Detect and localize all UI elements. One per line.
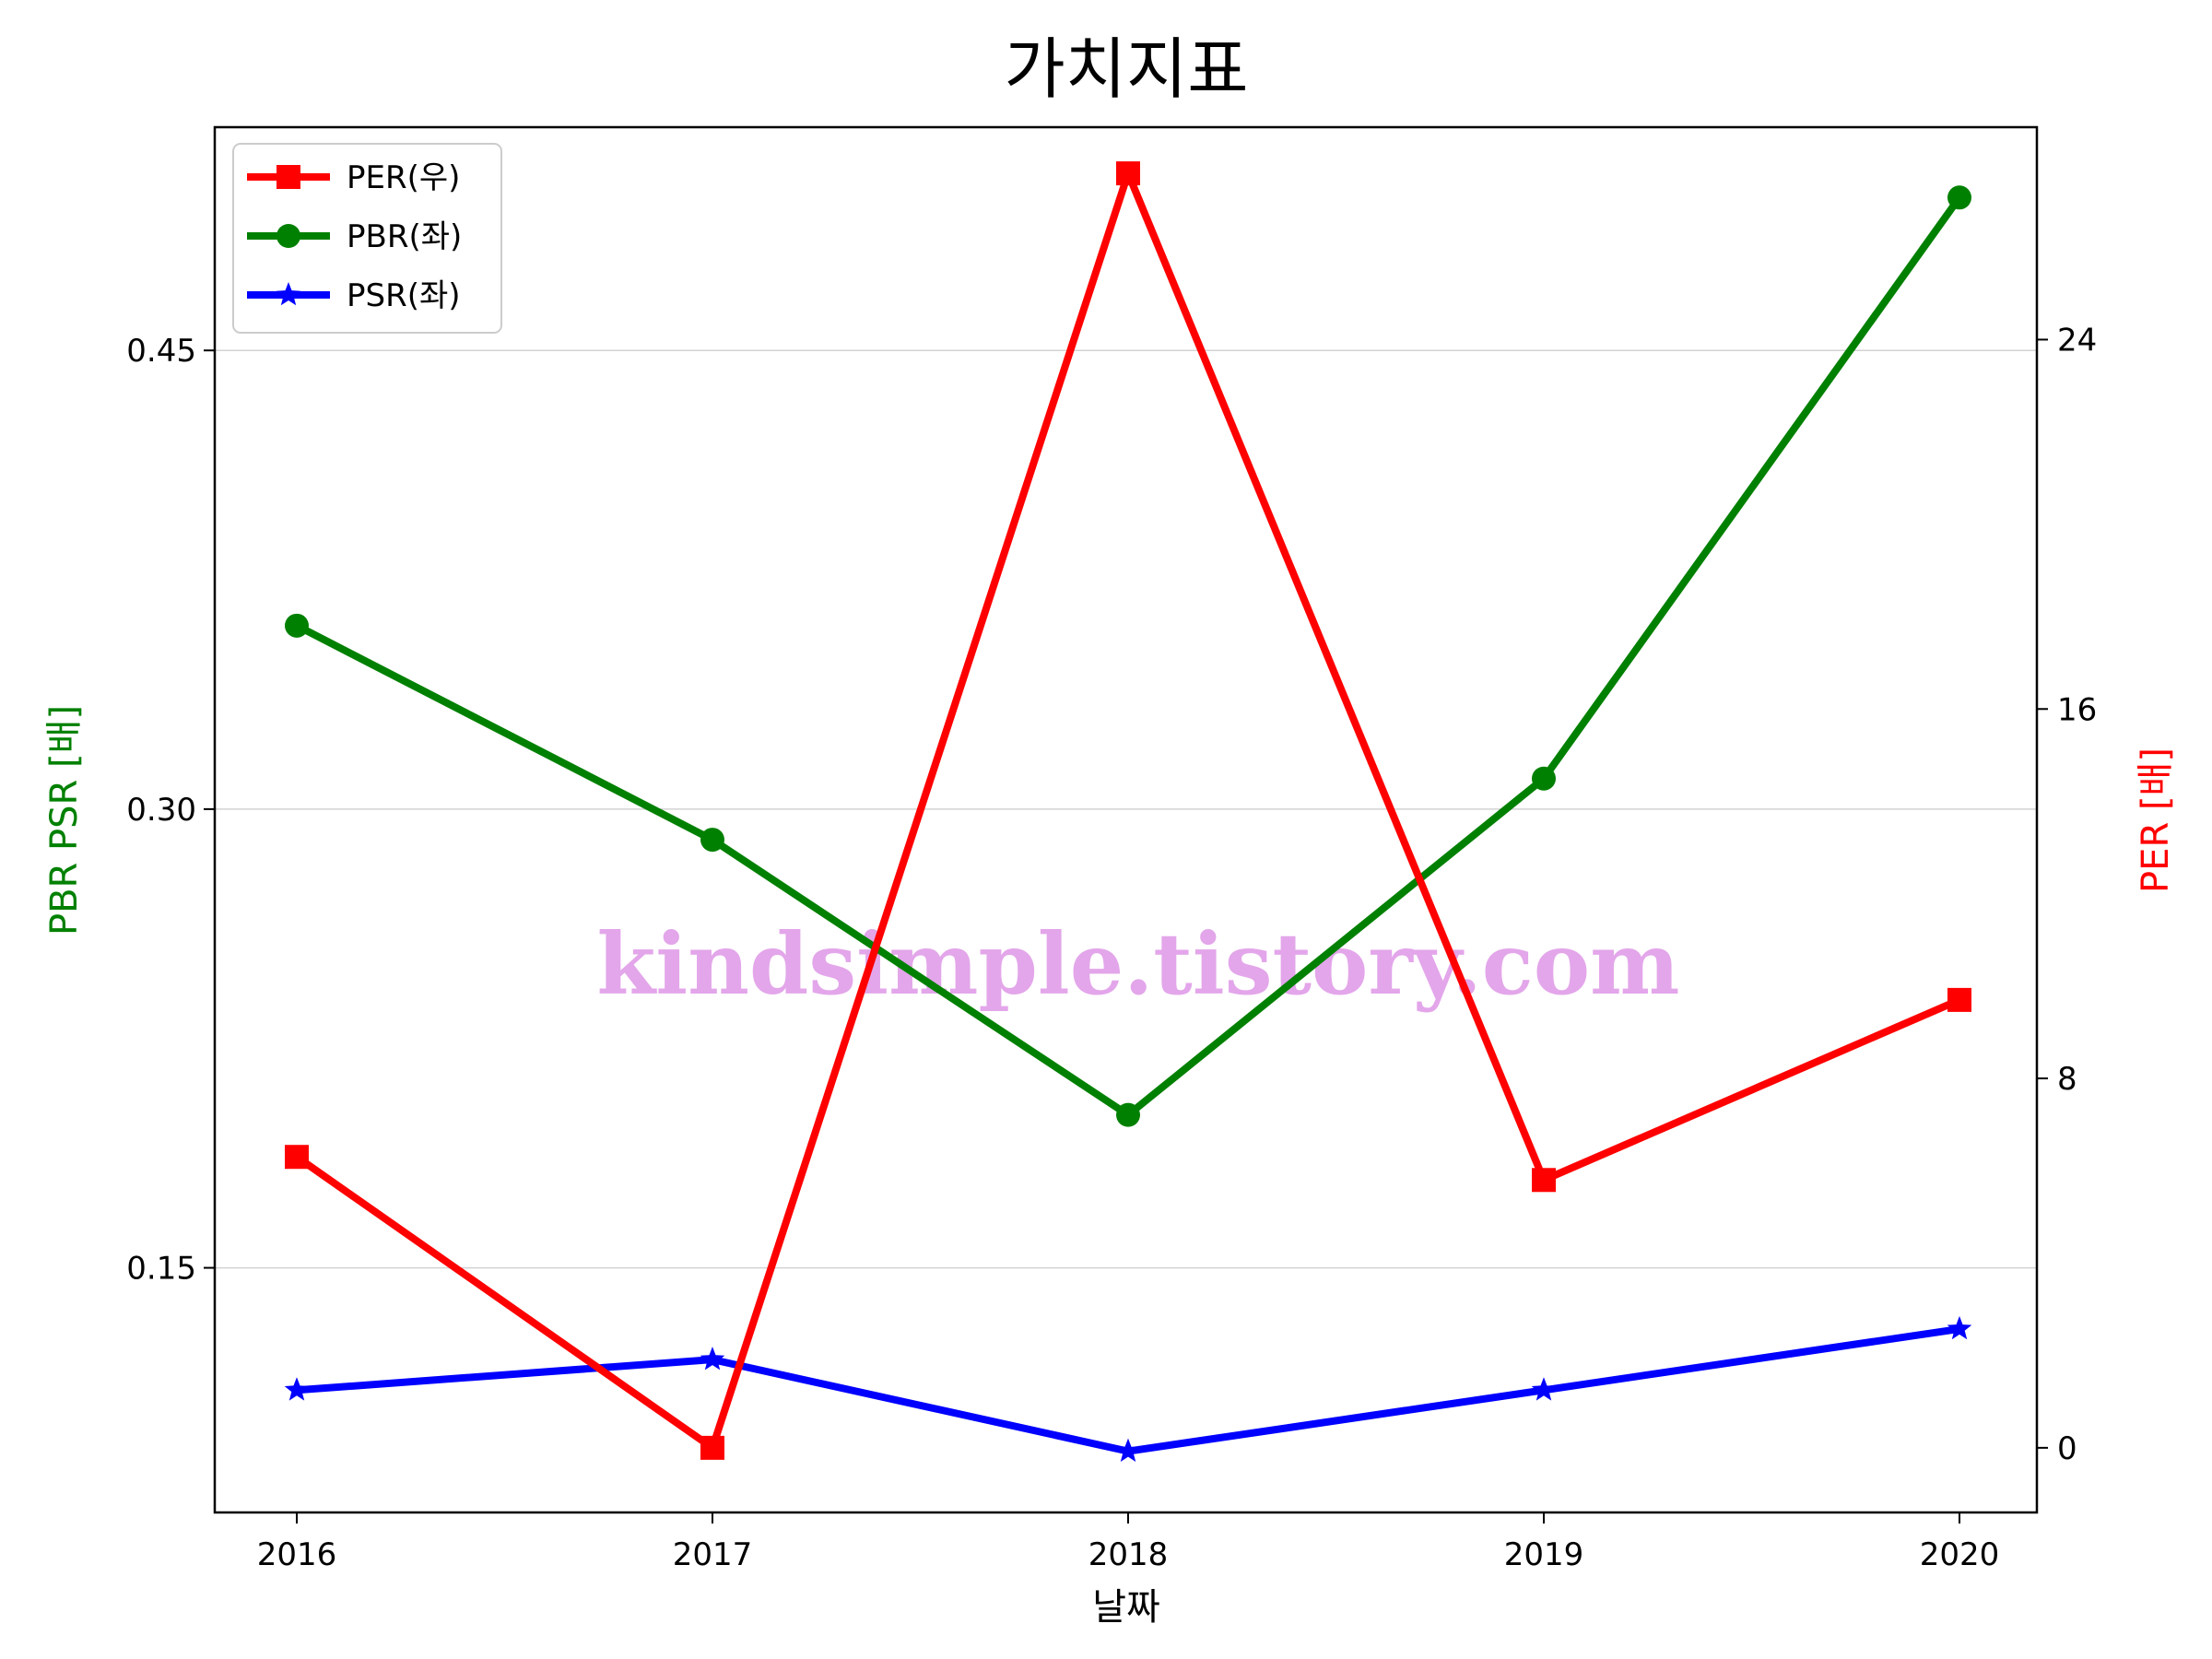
legend-pbr-marker: [276, 224, 300, 248]
right-tick-label: 0: [2057, 1430, 2077, 1467]
left-axis-label: PBR PSR [배]: [43, 705, 86, 935]
series-group: [284, 161, 1972, 1462]
x-tick-label: 2020: [1920, 1536, 2000, 1573]
right-axis-ticks: 0 8 16 24: [2037, 322, 2097, 1467]
right-tick-label: 8: [2057, 1061, 2077, 1098]
legend-psr-marker: [276, 282, 301, 306]
psr-data-point: [1947, 1315, 1972, 1340]
plot-frame: [213, 125, 2039, 1514]
legend: PER(우) PBR(좌) PSR(좌): [232, 143, 502, 334]
pbr-data-point: [700, 828, 724, 853]
per-series-line: [294, 162, 1961, 1454]
left-tick-label: 0.15: [126, 1251, 196, 1288]
psr-data-point: [284, 1377, 310, 1401]
psr-data-point: [700, 1347, 725, 1371]
per-data-point: [285, 1145, 309, 1170]
per-data-point: [1947, 987, 1971, 1012]
gridlines: [215, 349, 2037, 1269]
left-axis-ticks: 0.15 0.30 0.45: [126, 333, 215, 1288]
x-axis-label: 날짜: [1092, 1586, 1160, 1629]
right-tick-label: 24: [2057, 322, 2097, 359]
left-tick-label: 0.45: [126, 333, 196, 370]
pbr-data-point: [285, 613, 309, 638]
x-tick-label: 2017: [673, 1536, 753, 1573]
x-tick-label: 2019: [1504, 1536, 1584, 1573]
x-tick-label: 2016: [257, 1536, 337, 1573]
right-tick-label: 16: [2057, 691, 2097, 728]
legend-per-marker: [276, 165, 300, 189]
per-data-point: [1532, 1168, 1556, 1193]
pbr-data-point: [1947, 185, 1971, 210]
psr-series-line: [296, 1324, 1960, 1455]
psr-data-point: [1531, 1377, 1557, 1401]
watermark: kindsimple.tistory.com: [596, 914, 1679, 1014]
legend-box: [232, 143, 502, 334]
per-data-point: [700, 1435, 724, 1460]
right-axis-label: PER [배]: [2135, 747, 2177, 893]
x-tick-label: 2018: [1088, 1536, 1169, 1573]
pbr-data-point: [1532, 766, 1556, 791]
legend-per-label: PER(우): [347, 159, 460, 196]
left-tick-label: 0.30: [126, 792, 196, 829]
pbr-data-point: [1116, 1102, 1140, 1127]
psr-data-point: [1115, 1438, 1141, 1462]
x-axis-ticks: 2016 2017 2018 2019 2020: [257, 1512, 2000, 1573]
legend-psr-label: PSR(좌): [347, 277, 461, 314]
per-data-point: [1116, 161, 1140, 186]
chart-title: 가치지표: [1005, 30, 1249, 108]
legend-pbr-label: PBR(좌): [347, 218, 462, 255]
